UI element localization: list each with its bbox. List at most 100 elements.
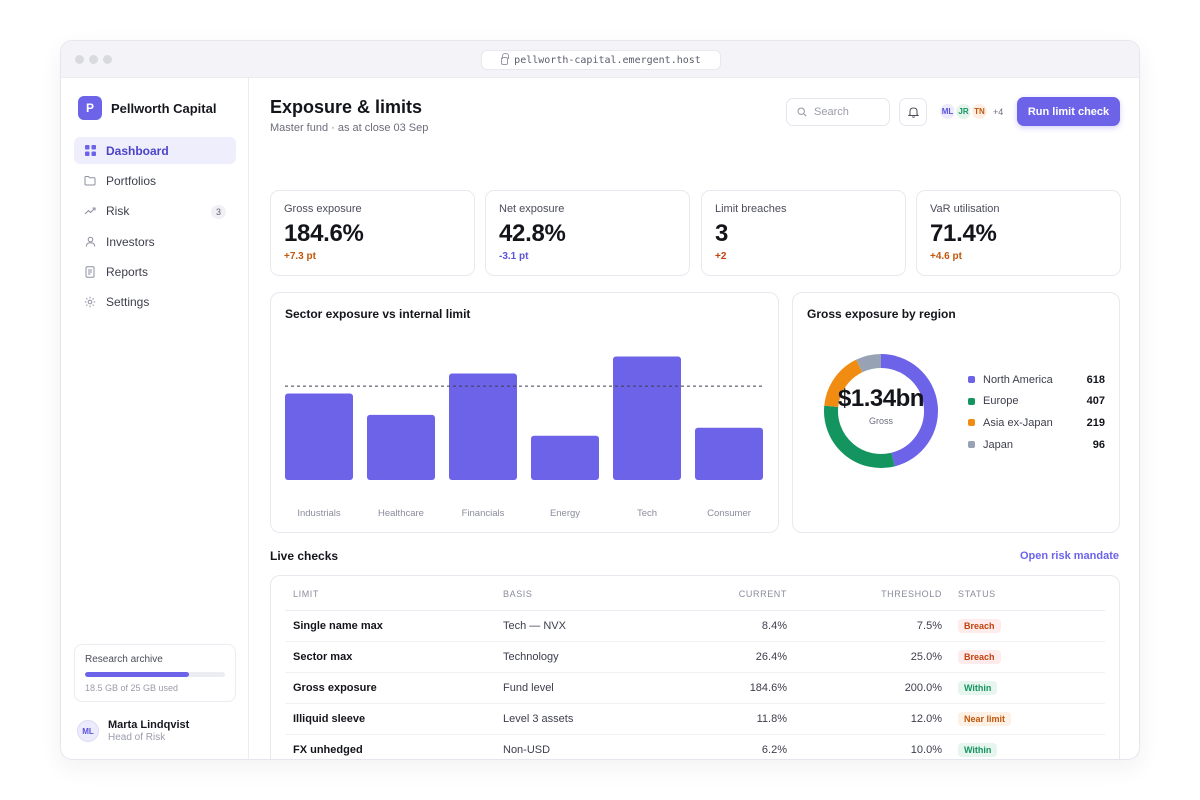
current-user[interactable]: ML Marta Lindqvist Head of Risk <box>77 719 189 743</box>
table-row[interactable]: FX unhedged Non-USD 6.2% 10.0% Within <box>285 734 1105 759</box>
threshold-cell: 10.0% <box>910 744 942 757</box>
threshold-cell: 25.0% <box>795 641 950 673</box>
bar-industrials[interactable] <box>285 393 353 480</box>
table-row[interactable]: Gross exposure Fund level 184.6% 200.0% With… <box>285 672 1105 704</box>
current-cell: 11.8% <box>645 703 795 735</box>
browser-window: pellworth-capital.emergent.host P Pellwo… <box>60 40 1140 760</box>
basis-cell: Level 3 assets <box>495 703 645 735</box>
legend-item-europe: Europe 407 <box>968 391 1105 413</box>
search-input[interactable]: Search <box>786 98 890 126</box>
user-icon <box>84 236 96 248</box>
x-tick-label: Tech <box>637 508 657 519</box>
stat-label: VaR utilisation <box>930 203 1000 215</box>
sector-exposure-panel: Sector exposure vs internal limit Indust… <box>270 292 779 533</box>
bell-icon <box>907 107 919 118</box>
basis-cell: Fund level <box>495 672 645 704</box>
window-close-dot[interactable] <box>75 55 84 64</box>
sector-bar-chart: Industrials Healthcare Financials Energy Tec… <box>285 356 763 519</box>
status-cell: Within <box>950 734 1105 759</box>
bar-tech[interactable] <box>613 356 681 480</box>
legend-swatch <box>968 397 975 405</box>
bar-healthcare[interactable] <box>367 414 435 480</box>
bar-consumer[interactable] <box>695 427 763 480</box>
legend-value: 96 <box>1092 438 1105 451</box>
column-header-basis[interactable]: BASIS <box>495 579 645 611</box>
page-title: Exposure & limits <box>270 97 423 117</box>
page-subtitle: Master fund · as at close 03 Sep <box>270 122 429 134</box>
user-role: Head of Risk <box>108 732 166 743</box>
stat-delta: +4.6 pt <box>930 251 962 262</box>
sidebar-item-dashboard[interactable]: Dashboard <box>74 137 236 164</box>
table-row[interactable]: Illiquid sleeve Level 3 assets 11.8% 12.0% N… <box>285 703 1105 735</box>
sidebar-item-investors[interactable]: Investors <box>74 228 236 255</box>
donut-slice-asia-ex-japan[interactable] <box>824 359 863 408</box>
legend-label: Japan <box>983 438 1013 451</box>
stat-card-gross-exposure: Gross exposure 184.6% +7.3 pt <box>270 190 475 276</box>
status-badge: Breach <box>958 649 1001 664</box>
bar-energy[interactable] <box>531 435 599 480</box>
stat-delta: +7.3 pt <box>284 251 316 262</box>
sidebar-item-portfolios[interactable]: Portfolios <box>74 167 236 194</box>
donut-slice-japan[interactable] <box>856 354 882 373</box>
trend-icon <box>84 205 96 217</box>
stat-card-limit-breaches: Limit breaches 3 +2 <box>701 190 906 276</box>
legend-swatch <box>968 441 975 449</box>
region-exposure-panel: Gross exposure by region $1.34bn Gross N… <box>792 292 1120 533</box>
legend-label: Europe <box>983 395 1019 408</box>
current-cell: 6.2% <box>761 744 787 757</box>
archive-title: Research archive <box>85 654 163 665</box>
live-checks-title: Live checks <box>270 549 339 563</box>
chart-title: Sector exposure vs internal limit <box>285 307 471 321</box>
archive-usage-text: 18.5 GB of 25 GB used <box>85 683 179 693</box>
sidebar-item-settings[interactable]: Settings <box>74 289 236 316</box>
research-archive-card[interactable]: Research archive 18.5 GB of 25 GB used <box>74 644 236 702</box>
threshold-cell: 12.0% <box>795 703 950 735</box>
basis-cell: Non-USD <box>503 744 551 757</box>
x-tick-label: Healthcare <box>378 508 424 519</box>
document-icon <box>84 266 96 278</box>
column-header-current[interactable]: CURRENT <box>645 579 795 611</box>
legend-item-asia-ex-japan: Asia ex-Japan 219 <box>968 412 1105 434</box>
open-risk-mandate-link[interactable]: Open risk mandate <box>1019 550 1119 562</box>
stat-value: 42.8% <box>499 220 566 247</box>
sidebar-item-reports[interactable]: Reports <box>74 259 236 286</box>
stat-label: Limit breaches <box>715 203 787 215</box>
window-minimize-dot[interactable] <box>89 55 98 64</box>
limit-cell: Illiquid sleeve <box>285 703 495 735</box>
limit-cell: FX unhedged <box>293 744 363 757</box>
stat-card-net-exposure: Net exposure 42.8% -3.1 pt <box>485 190 690 276</box>
column-header-threshold[interactable]: THRESHOLD <box>795 579 950 611</box>
status-badge: Breach <box>958 618 1001 633</box>
team-avatars[interactable]: ML JR TN +4 <box>938 102 1003 121</box>
run-limit-check-button[interactable]: Run limit check <box>1017 97 1120 126</box>
sidebar-item-label: Investors <box>106 234 155 249</box>
donut-slice-europe[interactable] <box>824 405 895 468</box>
address-bar[interactable]: pellworth-capital.emergent.host <box>481 50 721 70</box>
avatar: ML <box>77 720 99 742</box>
donut-slice-north-america[interactable] <box>880 354 938 467</box>
chart-title: Gross exposure by region <box>807 307 956 321</box>
table-row[interactable]: Single name max Tech — NVX 8.4% 7.5% Breach <box>285 610 1105 642</box>
stat-delta: -3.1 pt <box>499 251 529 262</box>
legend-item-japan: Japan 96 <box>968 434 1105 456</box>
column-header-status[interactable]: STATUS <box>950 579 1105 611</box>
brand-name: Pellworth Capital <box>111 100 217 116</box>
sidebar-item-risk[interactable]: Risk 3 <box>74 198 236 225</box>
archive-usage-bar <box>85 672 225 677</box>
brand[interactable]: P Pellworth Capital <box>78 96 216 120</box>
stat-label: Net exposure <box>499 203 565 215</box>
basis-cell: Tech — NVX <box>495 610 645 642</box>
window-maximize-dot[interactable] <box>103 55 112 64</box>
stat-card-var-utilisation: VaR utilisation 71.4% +4.6 pt <box>916 190 1121 276</box>
bar-financials[interactable] <box>449 373 517 480</box>
gear-icon <box>84 296 96 308</box>
legend-value: 407 <box>1086 395 1105 408</box>
region-donut-chart <box>824 354 938 468</box>
notifications-button[interactable] <box>899 98 927 126</box>
table-row[interactable]: Sector max Technology 26.4% 25.0% Breach <box>285 641 1105 673</box>
search-icon <box>797 107 807 117</box>
column-header-limit[interactable]: LIMIT <box>285 579 495 611</box>
title-bar: pellworth-capital.emergent.host <box>61 41 1139 78</box>
live-checks-table: LIMIT BASIS CURRENT THRESHOLD STATUS Sin… <box>270 575 1120 759</box>
sidebar-item-label: Settings <box>106 295 150 310</box>
